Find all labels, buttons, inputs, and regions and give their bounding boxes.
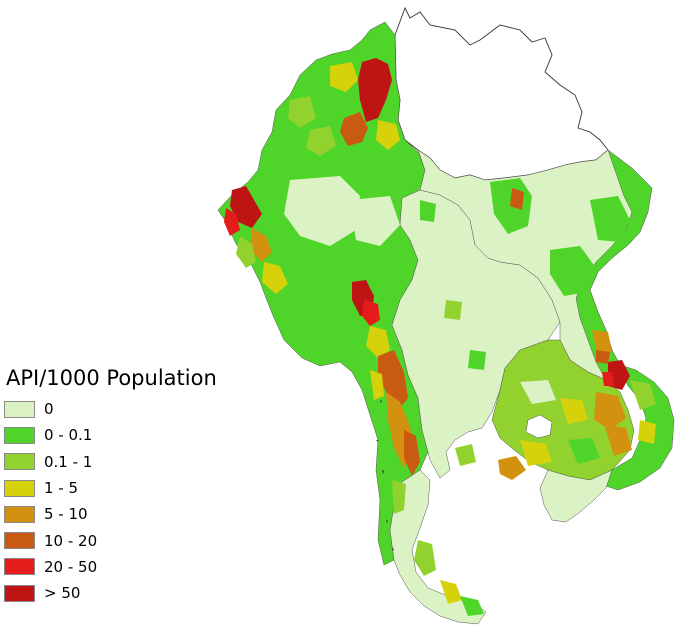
laos-east-green bbox=[590, 196, 630, 242]
peninsula-low bbox=[414, 540, 436, 576]
legend-swatch bbox=[4, 505, 35, 523]
legend-item: > 50 bbox=[4, 580, 217, 606]
legend-item: 10 - 20 bbox=[4, 527, 217, 553]
low-north bbox=[288, 96, 316, 128]
low-central-2 bbox=[350, 196, 400, 246]
moderate-west bbox=[250, 228, 272, 262]
legend-item: 0 bbox=[4, 396, 217, 422]
thai-peninsula bbox=[389, 469, 487, 625]
legend-label: 20 - 50 bbox=[44, 557, 98, 576]
border-belt-5 bbox=[392, 480, 406, 514]
legend-swatch bbox=[4, 479, 35, 497]
mekong-delta bbox=[539, 469, 613, 523]
thai-scatter-3 bbox=[468, 350, 486, 370]
legend-title: API/1000 Population bbox=[6, 366, 217, 390]
legend-label: 10 - 20 bbox=[44, 531, 98, 550]
moderate-central bbox=[366, 326, 390, 358]
legend-item: 0.1 - 1 bbox=[4, 449, 217, 475]
border-belt-4 bbox=[370, 370, 384, 400]
legend-label: 0 bbox=[44, 400, 54, 419]
moderate-south-laos bbox=[592, 330, 612, 356]
moderate-north bbox=[330, 62, 358, 92]
peninsula-low-2 bbox=[440, 580, 462, 604]
legend-swatch bbox=[4, 532, 35, 550]
peninsula-low-3 bbox=[460, 596, 484, 616]
thai-scatter-2 bbox=[444, 300, 462, 320]
cambodia-moderate-2 bbox=[604, 424, 632, 456]
high-incidence-north bbox=[358, 58, 392, 122]
legend-label: 0 - 0.1 bbox=[44, 426, 93, 445]
very-high-south-laos bbox=[602, 372, 614, 386]
very-high-west bbox=[224, 208, 240, 236]
low-central bbox=[284, 176, 360, 246]
legend-label: 5 - 10 bbox=[44, 505, 88, 524]
thai-scatter-1 bbox=[420, 200, 436, 222]
legend-item: 5 - 10 bbox=[4, 501, 217, 527]
cambodia-moderate-3 bbox=[560, 398, 588, 424]
china-outline bbox=[394, 6, 609, 181]
laos-mid-green bbox=[550, 246, 596, 296]
cambodia-moderate-1 bbox=[594, 392, 626, 430]
moderate-south-laos-2 bbox=[596, 350, 610, 364]
legend-item: 20 - 50 bbox=[4, 554, 217, 580]
legend-label: > 50 bbox=[44, 584, 81, 603]
laos-north-red bbox=[510, 188, 524, 210]
legend-label: 1 - 5 bbox=[44, 479, 79, 498]
cambodia-low-1 bbox=[520, 380, 556, 404]
legend-swatch bbox=[4, 453, 35, 471]
legend-swatch bbox=[4, 584, 35, 602]
high-incidence-north-2 bbox=[340, 112, 368, 146]
tonle-sap-lake bbox=[525, 414, 553, 439]
very-high-central bbox=[362, 300, 380, 326]
vietnam-central-1 bbox=[630, 380, 656, 410]
legend-item: 1 - 5 bbox=[4, 475, 217, 501]
legend-item: 0 - 0.1 bbox=[4, 422, 217, 448]
border-belt-3 bbox=[404, 430, 420, 476]
thai-scatter-5 bbox=[455, 444, 476, 466]
low-west bbox=[236, 236, 256, 268]
cambodia-low-2 bbox=[568, 438, 600, 464]
legend-swatch bbox=[4, 400, 35, 418]
legend-swatch bbox=[4, 426, 35, 444]
vietnam-central-2 bbox=[638, 420, 656, 444]
border-belt-1 bbox=[378, 350, 408, 410]
cambodia-moderate-4 bbox=[520, 440, 552, 466]
moderate-west-2 bbox=[262, 262, 288, 294]
map-legend: API/1000 Population 0 0 - 0.1 0.1 - 1 1 - 5… bbox=[4, 366, 217, 606]
legend-label: 0.1 - 1 bbox=[44, 452, 93, 471]
moderate-north-2 bbox=[376, 120, 400, 150]
low-north-2 bbox=[306, 126, 336, 156]
high-incidence-west bbox=[230, 186, 262, 228]
legend-swatch bbox=[4, 558, 35, 576]
thai-scatter-4 bbox=[498, 456, 526, 480]
